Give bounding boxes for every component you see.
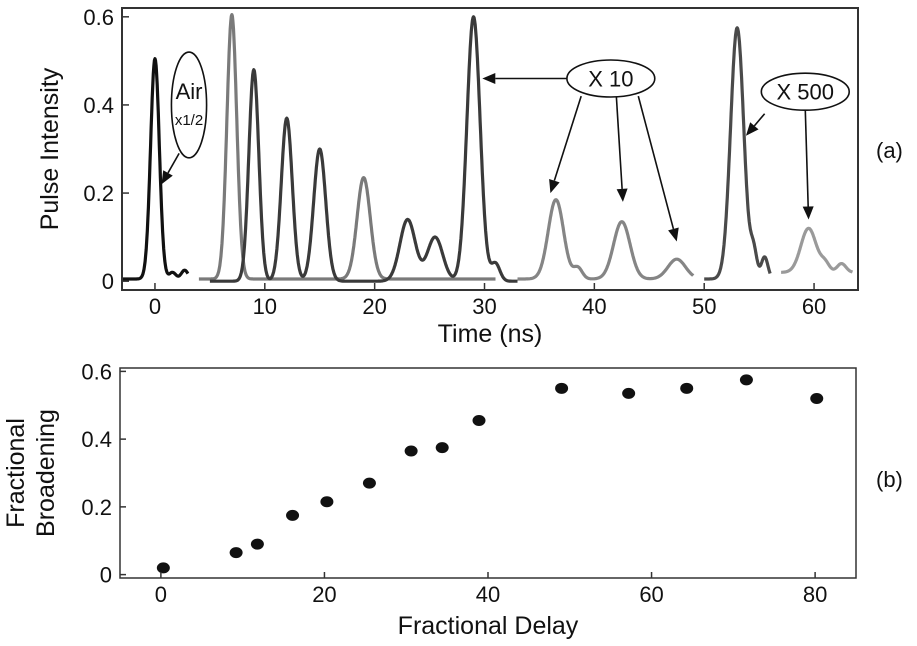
- callout-label: X 10: [588, 67, 633, 92]
- x-axis-label-b: Fractional Delay: [398, 612, 579, 640]
- arrow-head: [549, 179, 560, 194]
- arrow-shaft: [804, 109, 809, 207]
- data-point: [555, 382, 569, 394]
- data-point: [472, 415, 486, 426]
- plot-frame-a: [121, 7, 859, 291]
- arrow-shaft: [167, 153, 180, 174]
- x-tick-label: 0: [155, 582, 167, 607]
- x-tick-label: 0: [149, 294, 161, 319]
- y-tick-label: 0.2: [83, 181, 114, 206]
- x-tick-label: 10: [253, 294, 277, 319]
- arrow-shaft: [753, 113, 766, 127]
- arrow-shaft: [553, 95, 582, 181]
- callout-annotations: Air x1/2 X 10 X 500: [161, 51, 851, 242]
- y-tick-label: 0.2: [81, 495, 112, 520]
- arrow-head: [745, 122, 759, 136]
- arrow-head: [161, 170, 173, 185]
- callout-label: X 500: [777, 80, 835, 105]
- callout-2: X 10: [482, 59, 679, 242]
- y-tick-label: 0.6: [83, 5, 114, 30]
- plot-frame-b: [119, 367, 857, 579]
- data-point: [810, 392, 824, 404]
- data-point: [286, 509, 300, 521]
- data-point: [362, 477, 376, 489]
- x-tick-label: 20: [312, 582, 336, 607]
- pulse-trace-6: [780, 226, 854, 274]
- callout-1: Air x1/2: [161, 51, 208, 185]
- data-point: [250, 538, 264, 550]
- y-axis-label-a: Pulse Intensity: [36, 67, 64, 230]
- callout-ellipse: [170, 51, 208, 159]
- callout-sublabel: x1/2: [175, 112, 203, 129]
- data-point: [739, 374, 753, 386]
- callout-label: Air: [176, 79, 203, 104]
- x-tick-label: 40: [476, 582, 500, 607]
- y-axis-label-b-line1: Fractional: [2, 418, 30, 528]
- y-axis-ticks-b: 0 0.2 0.4 0.6: [81, 359, 126, 588]
- y-tick-label: 0.6: [81, 359, 112, 384]
- pulse-trace-4: [516, 198, 695, 281]
- data-point: [229, 547, 243, 559]
- arrow-head: [668, 227, 679, 242]
- arrow-shaft: [637, 95, 675, 230]
- arrow-shaft: [615, 96, 623, 189]
- data-point: [404, 445, 418, 457]
- pulse-trace-3: [208, 15, 519, 283]
- arrow-head: [616, 188, 628, 202]
- scatter-points: [156, 374, 824, 574]
- panel-label-a: (a): [876, 138, 903, 163]
- x-tick-label: 20: [362, 294, 386, 319]
- data-point: [435, 442, 449, 454]
- y-tick-label: 0.4: [81, 427, 112, 452]
- x-tick-label: 80: [803, 582, 827, 607]
- y-tick-label: 0.4: [83, 93, 114, 118]
- x-axis-ticks-a: 0 10 20 30 40 50 60: [149, 283, 826, 319]
- x-tick-label: 30: [472, 294, 496, 319]
- y-axis-ticks-a: 0 0.2 0.4 0.6: [83, 5, 129, 294]
- data-point: [622, 387, 636, 399]
- pulse-traces: [120, 13, 854, 283]
- arrow-head: [802, 206, 814, 220]
- pulse-trace-1: [120, 57, 190, 281]
- y-tick-label: 0: [100, 563, 112, 588]
- panel-b-fractional-broadening-chart: 0 20 40 60 80 0 0.2 0.4 0.6 Fractional Delay Fr…: [2, 359, 903, 640]
- panel-label-b: (b): [876, 467, 903, 492]
- callout-ellipse: [566, 59, 656, 98]
- pulse-trace-2: [197, 13, 497, 281]
- data-point: [156, 562, 170, 574]
- y-axis-label-b-line2: Broadening: [32, 409, 60, 537]
- arrow-head: [482, 73, 496, 84]
- callout-3: X 500: [745, 72, 851, 220]
- x-tick-label: 50: [692, 294, 716, 319]
- data-point: [320, 496, 334, 508]
- x-axis-ticks-b: 0 20 40 60 80: [155, 572, 827, 607]
- x-tick-label: 60: [802, 294, 826, 319]
- data-point: [680, 382, 694, 394]
- panel-a-pulse-intensity-chart: Air x1/2 X 10 X 500 0 10 20 30 40 50 60 0 0.2 0.4 0.…: [36, 5, 903, 348]
- callout-ellipse: [760, 72, 851, 112]
- y-tick-label: 0: [102, 269, 114, 294]
- x-axis-label-a: Time (ns): [438, 320, 543, 348]
- x-tick-label: 40: [582, 294, 606, 319]
- x-tick-label: 60: [639, 582, 663, 607]
- pulse-trace-5: [703, 26, 772, 281]
